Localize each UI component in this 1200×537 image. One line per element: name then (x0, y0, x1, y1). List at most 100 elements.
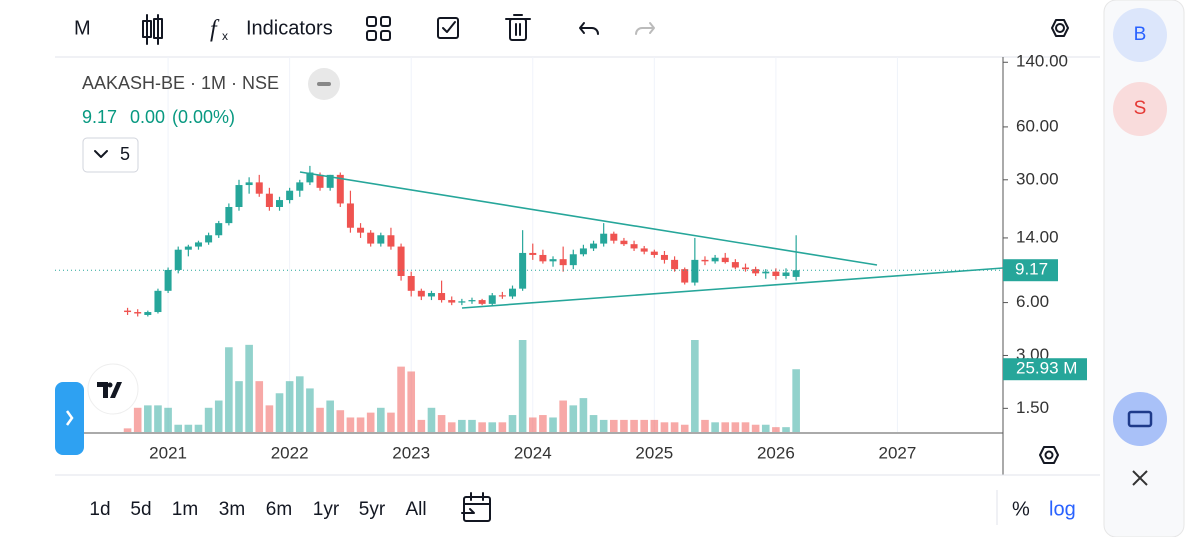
candle-body (478, 300, 486, 304)
time-settings[interactable] (1039, 446, 1059, 464)
drawings (299, 171, 1003, 309)
y-tick-label: 1.50 (1016, 398, 1049, 417)
delete-button[interactable] (505, 14, 531, 41)
candle-body (701, 259, 709, 262)
volume-bar (326, 400, 334, 432)
volume-bar (336, 410, 345, 432)
indicator-toggle[interactable] (82, 137, 139, 173)
chart-type-button[interactable] (142, 14, 163, 45)
percent-button[interactable]: % (1012, 498, 1030, 520)
candle-body (650, 251, 658, 255)
volume-bar (447, 422, 456, 432)
volume-bar (427, 407, 436, 432)
symbol-title: AAKASH-BE · 1M · NSE (82, 73, 279, 93)
sell-label[interactable]: S (1134, 98, 1147, 119)
date-range-button[interactable] (461, 492, 491, 522)
close-button[interactable] (1132, 470, 1148, 486)
legend-change: 0.00 (130, 107, 165, 127)
volume-bar (528, 417, 537, 432)
candle-body (316, 174, 324, 188)
timeframe-button[interactable]: All (405, 499, 426, 520)
interval-button[interactable]: M (74, 17, 91, 39)
indicator-icon: f (210, 17, 220, 43)
volume-bar (579, 398, 588, 432)
trendline[interactable] (299, 171, 878, 266)
layout-button[interactable] (366, 16, 391, 41)
log-button[interactable]: log (1049, 498, 1076, 520)
timeframe-button[interactable]: 1m (172, 499, 198, 520)
buy-label[interactable]: B (1134, 24, 1147, 45)
volume-bar (691, 340, 699, 432)
candle-body (154, 290, 162, 313)
candle-body (590, 243, 598, 249)
window-button[interactable] (1113, 392, 1167, 446)
sell-button[interactable] (1113, 82, 1167, 136)
volume-bar (468, 419, 476, 432)
trendline[interactable] (461, 267, 1003, 309)
volume-bar (397, 366, 405, 432)
timeframe-button[interactable]: 5yr (359, 499, 386, 520)
volume-bar (660, 422, 669, 432)
candle-body (610, 233, 618, 241)
candle-body (731, 262, 739, 268)
volume-bar (508, 415, 517, 432)
volume-bar (731, 422, 740, 432)
candle-body (124, 310, 132, 313)
volume-bar (518, 340, 527, 432)
sidebar-expand[interactable] (55, 382, 84, 455)
undo-button[interactable] (579, 22, 599, 35)
timeframe-button[interactable]: 5d (130, 499, 151, 520)
volume-bar (488, 422, 497, 432)
candle-body (782, 272, 790, 277)
logo (87, 363, 139, 415)
volume-bar (620, 419, 628, 432)
volume-bar (255, 381, 264, 432)
volume-bar (275, 393, 284, 432)
toolbar: M f x Indicators (74, 14, 1069, 45)
volume-bar (650, 419, 659, 432)
volume-bar (204, 407, 213, 432)
volume-bar (265, 405, 274, 432)
volume-bar (761, 424, 770, 432)
candle-body (468, 300, 476, 302)
redo-button[interactable] (635, 22, 655, 35)
candle-body (539, 254, 547, 262)
candle-body (296, 182, 304, 191)
timeframe-button[interactable]: 3m (219, 499, 245, 520)
volume-bar (356, 417, 365, 432)
select-button[interactable] (437, 17, 459, 39)
x-tick-label: 2027 (879, 443, 917, 462)
volume-bar (559, 400, 567, 432)
candle-body (397, 246, 405, 277)
settings-button[interactable] (1051, 19, 1069, 37)
y-tick-label: 6.00 (1016, 292, 1049, 311)
candle-body (174, 249, 182, 270)
indicators-button[interactable]: Indicators (246, 17, 333, 39)
candle-body (762, 271, 770, 274)
volume-bar (417, 419, 426, 432)
candle-body (265, 193, 273, 207)
candles (124, 165, 800, 317)
candle-body (276, 200, 284, 207)
x-tick-label: 2024 (514, 443, 552, 462)
volume-bar (569, 405, 578, 432)
timeframe-button[interactable]: 1yr (313, 499, 340, 520)
volume-bar (721, 422, 730, 432)
candle-body (387, 235, 395, 247)
legend-toggle[interactable] (308, 68, 340, 100)
volume-bar (670, 422, 679, 432)
volume-bar (285, 381, 294, 432)
volume-bar (346, 417, 355, 432)
timeframe-button[interactable]: 1d (89, 499, 110, 520)
buy-button[interactable] (1113, 8, 1167, 62)
candle-body (427, 293, 435, 297)
candle-body (711, 257, 719, 262)
volume-bar (498, 422, 507, 432)
timeframe-button[interactable]: 6m (266, 499, 292, 520)
candle-body (438, 293, 446, 301)
x-tick-label: 2022 (271, 443, 309, 462)
volume-bar (174, 424, 183, 432)
indicator-icon-x: x (222, 29, 228, 43)
